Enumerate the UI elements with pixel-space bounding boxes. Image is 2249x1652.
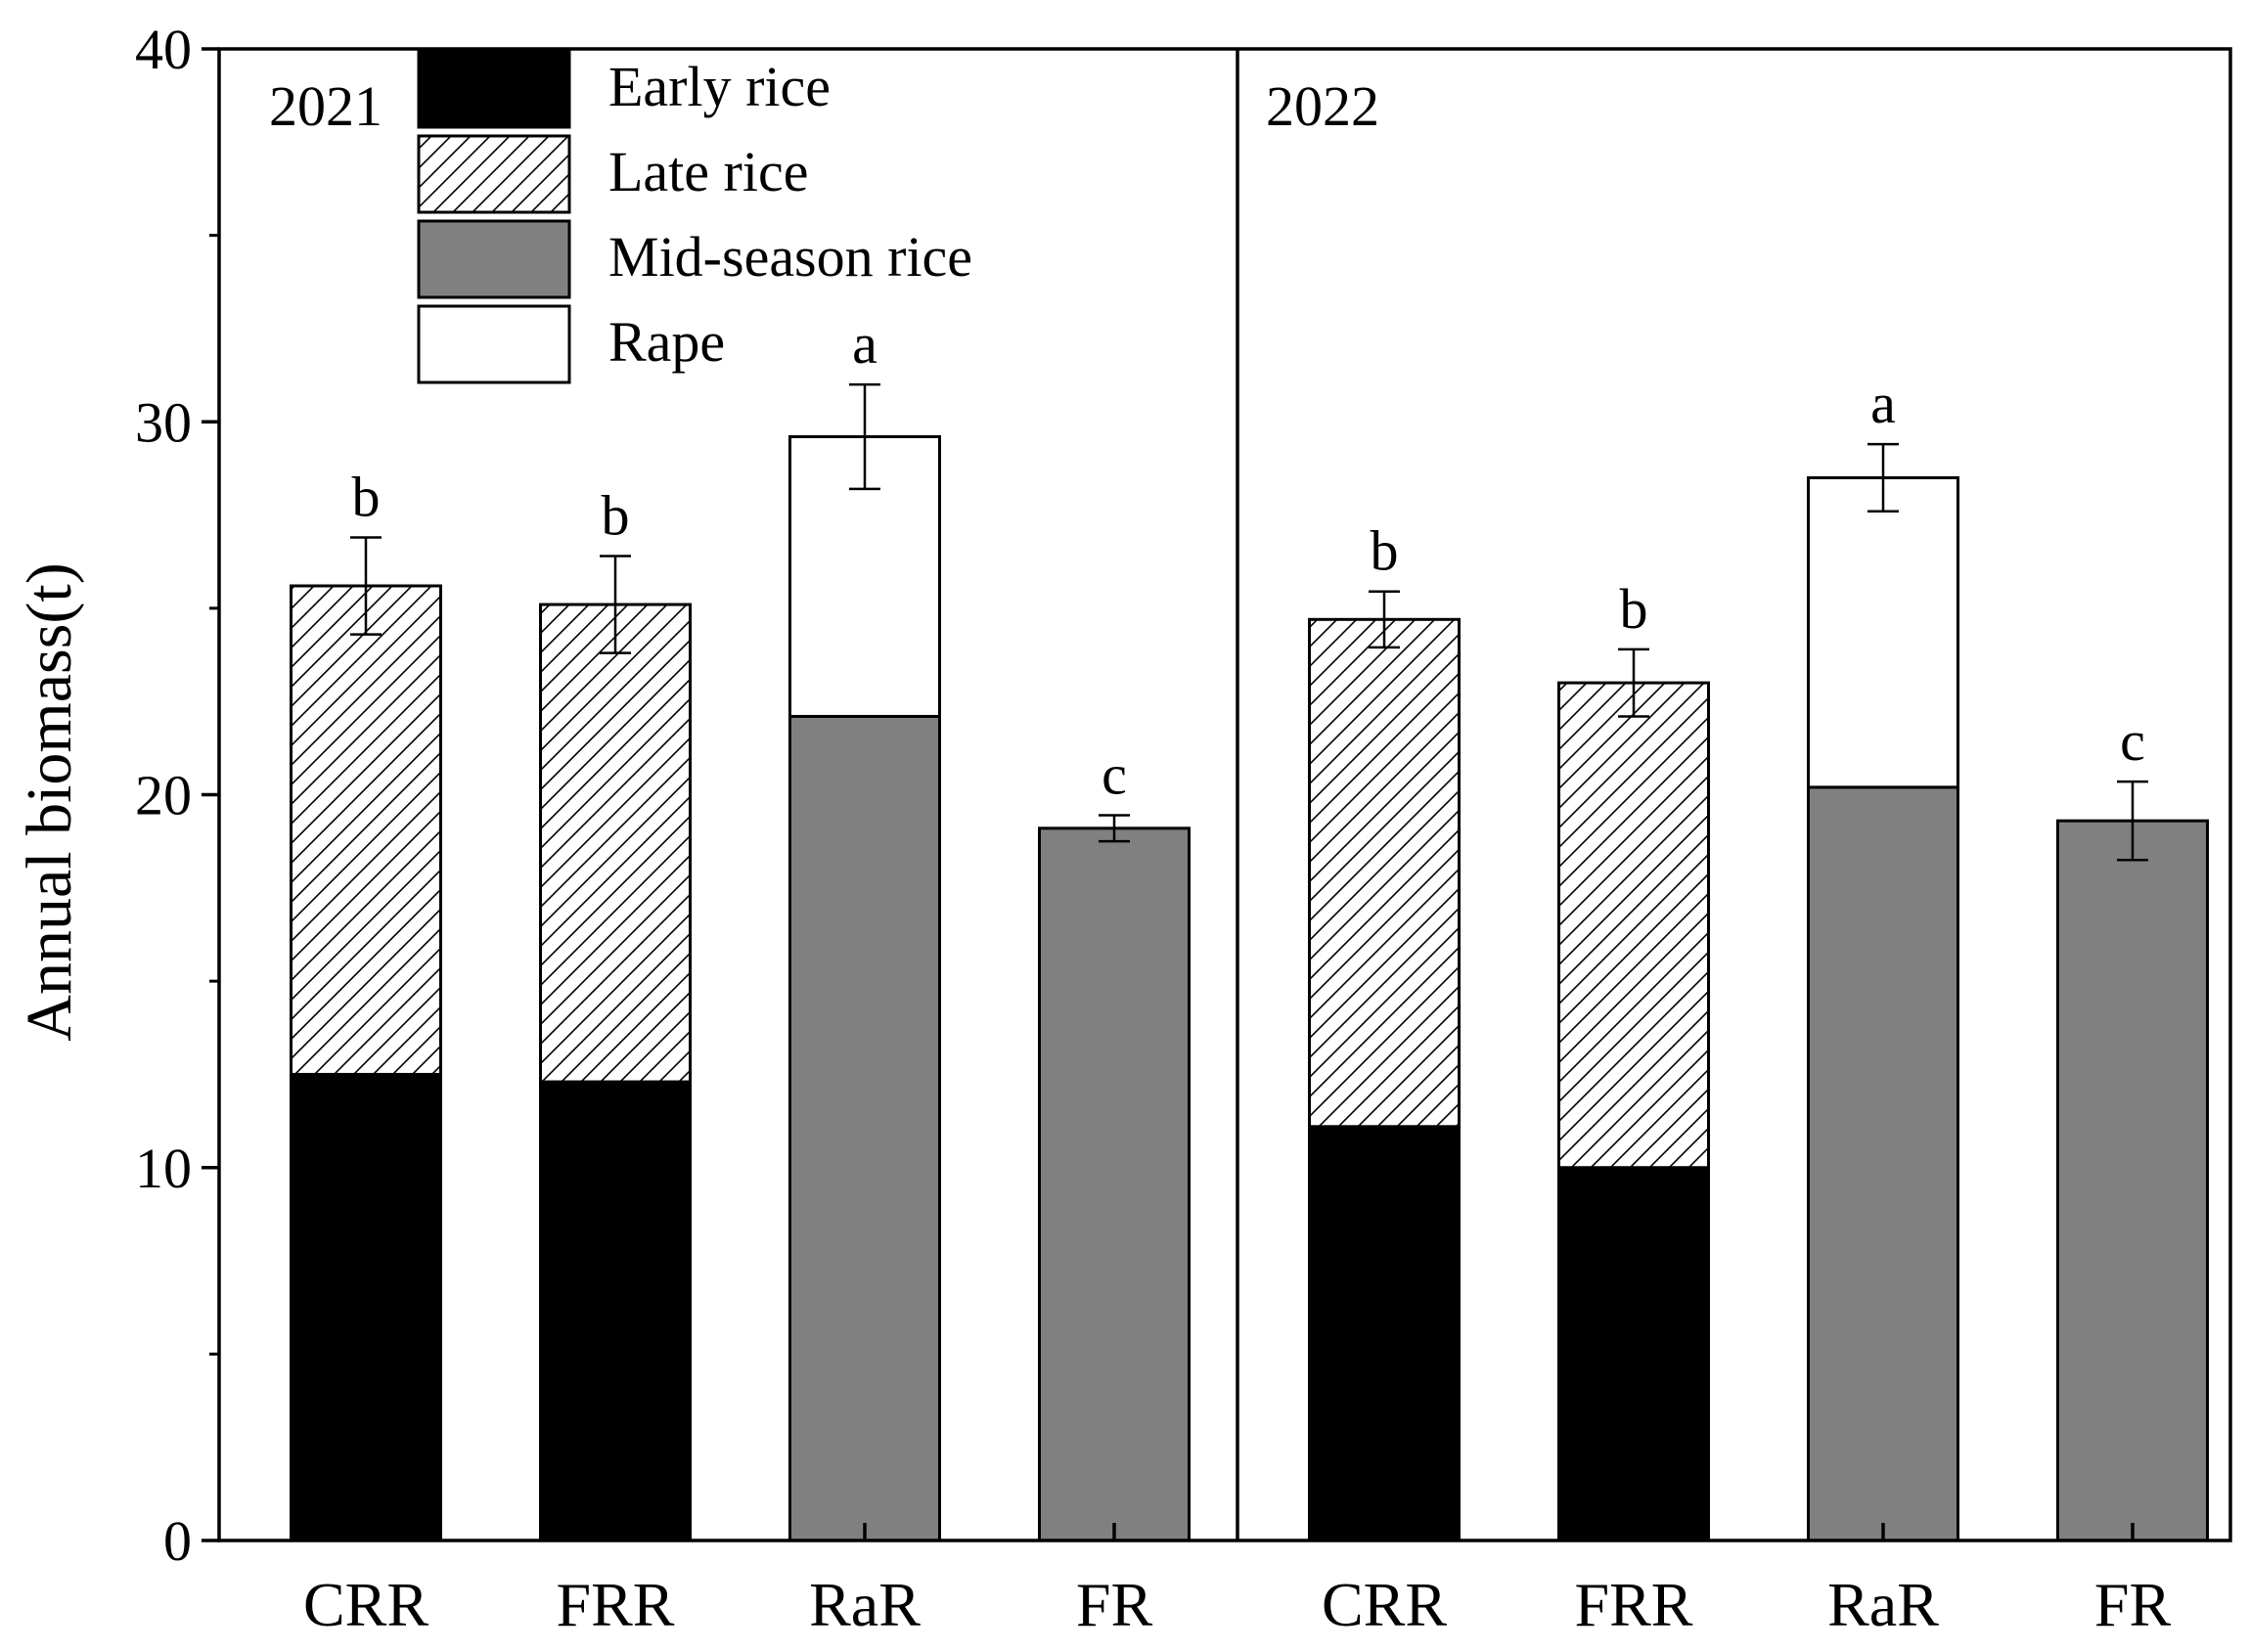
bar-segment <box>539 603 692 1084</box>
y-tick-label: 40 <box>135 18 192 81</box>
y-axis-label: Annual biomass(t) <box>14 562 85 1041</box>
plot-frame <box>217 47 2232 1542</box>
significance-letter: b <box>602 484 630 548</box>
x-tick-label: FRR <box>1575 1570 1693 1639</box>
y-axis: 0 10 20 30 40 <box>135 18 219 1573</box>
significance-letters-layer: b b a c b b a c <box>352 312 2145 806</box>
significance-letter: c <box>2120 709 2145 773</box>
bar-segment <box>1807 475 1959 789</box>
significance-letter: b <box>1620 577 1648 641</box>
y-tick-label: 10 <box>135 1137 192 1200</box>
significance-letter: c <box>1102 742 1127 806</box>
bar-segment <box>1807 785 1959 1542</box>
x-axis: CRR FRR RaR FR CRR FRR RaR FR <box>303 1523 2171 1639</box>
x-tick-label: FR <box>2094 1570 2172 1639</box>
bar-segment <box>290 1072 442 1542</box>
legend-swatch <box>417 219 571 299</box>
significance-letter: a <box>1870 372 1896 435</box>
panel-labels: 2021 2022 <box>269 74 1379 138</box>
x-tick-label: CRR <box>303 1570 428 1639</box>
legend-label: Rape <box>608 310 725 374</box>
error-bars-layer <box>350 382 2148 862</box>
legend-swatch <box>417 134 571 214</box>
x-tick-label: RaR <box>1827 1570 1939 1639</box>
bar-segment <box>1038 826 1191 1542</box>
bar-segment <box>1308 1125 1461 1542</box>
x-tick-label: FRR <box>557 1570 675 1639</box>
bars-layer <box>290 435 2209 1542</box>
significance-letter: a <box>852 312 877 376</box>
legend-label: Mid-season rice <box>608 225 972 289</box>
bar-segment <box>788 714 941 1542</box>
bar-segment <box>1557 681 1710 1170</box>
x-tick-label: RaR <box>809 1570 921 1639</box>
legend-swatch <box>417 49 571 129</box>
y-tick-label: 30 <box>135 390 192 454</box>
significance-letter: b <box>1371 519 1399 583</box>
bar-segment <box>539 1080 692 1542</box>
bar-segment <box>1308 617 1461 1129</box>
panel-year-label: 2022 <box>1266 74 1379 138</box>
x-tick-label: CRR <box>1322 1570 1447 1639</box>
legend-label: Late rice <box>608 140 808 203</box>
significance-letter: b <box>352 465 381 528</box>
bar-segment <box>290 584 442 1076</box>
legend-swatch <box>417 304 571 384</box>
bar-segment <box>1557 1166 1710 1542</box>
legend-label: Early rice <box>608 55 831 118</box>
panel-year-label: 2021 <box>269 74 382 138</box>
legend: Early rice Late rice Mid-season rice Rape <box>417 49 972 384</box>
bar-segment <box>2056 819 2209 1542</box>
y-tick-label: 0 <box>163 1509 192 1573</box>
y-tick-label: 20 <box>135 764 192 827</box>
x-tick-label: FR <box>1076 1570 1153 1639</box>
